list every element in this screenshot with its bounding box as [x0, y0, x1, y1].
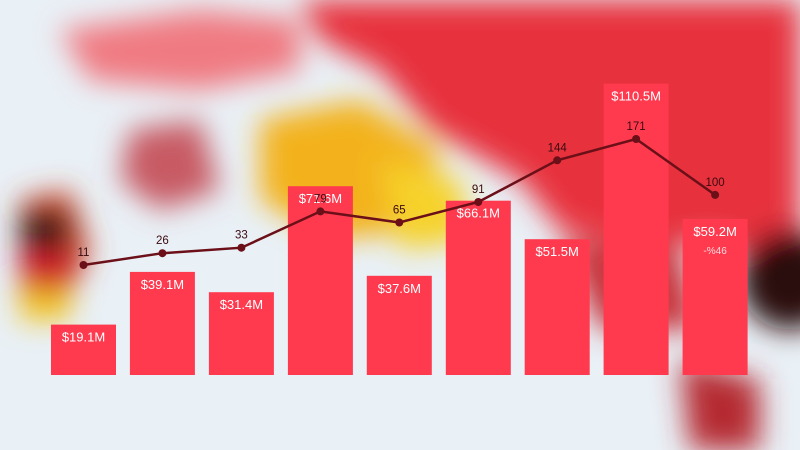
bar-label-8: $110.5M — [611, 89, 661, 104]
bar-label-7: $51.5M — [536, 244, 579, 259]
bar-9 — [682, 218, 748, 375]
line-point-5 — [395, 218, 404, 227]
bar-6 — [445, 200, 511, 375]
line-point-label-3: 33 — [235, 230, 248, 242]
line-point-label-8: 171 — [627, 121, 646, 133]
line-point-7 — [553, 156, 562, 165]
line-point-label-7: 144 — [548, 142, 568, 154]
bar-label-3: $31.4M — [220, 297, 263, 312]
line-point-3 — [237, 243, 246, 252]
line-point-6 — [474, 198, 483, 206]
bar-label-6: $66.1M — [457, 206, 500, 221]
bar-3 — [208, 292, 274, 375]
bar-label-2: $39.1M — [141, 277, 184, 292]
line-point-label-2: 26 — [156, 235, 169, 247]
annotation-1: -%46 — [703, 246, 727, 257]
line-point-label-4: 79 — [314, 193, 327, 205]
line-point-1 — [79, 261, 88, 269]
bar-8 — [603, 83, 669, 375]
line-point-label-6: 91 — [472, 184, 485, 196]
line-point-label-1: 11 — [78, 247, 90, 259]
bar-4 — [287, 186, 353, 375]
line-point-label-9: 100 — [706, 177, 725, 189]
bar-2 — [129, 271, 195, 375]
bars-group — [51, 83, 748, 375]
line-point-9 — [711, 190, 720, 199]
bar-label-5: $37.6M — [378, 281, 421, 296]
bar-label-1: $19.1M — [62, 330, 105, 345]
bar-7 — [524, 239, 590, 375]
bar-1 — [51, 324, 116, 375]
bar-label-4: $71.6M — [299, 191, 342, 206]
labels-group: $19.1M $39.1M $31.4M $71.6M $37.6M $66.1M $51.… — [62, 89, 737, 345]
line-point-4 — [316, 207, 325, 216]
line-point-8 — [632, 135, 641, 143]
line-point-label-5: 65 — [393, 205, 406, 217]
bar-5 — [366, 275, 432, 375]
line-point-2 — [158, 249, 167, 258]
line-series-group — [79, 135, 720, 269]
bar-label-9: $59.2M — [693, 224, 736, 239]
